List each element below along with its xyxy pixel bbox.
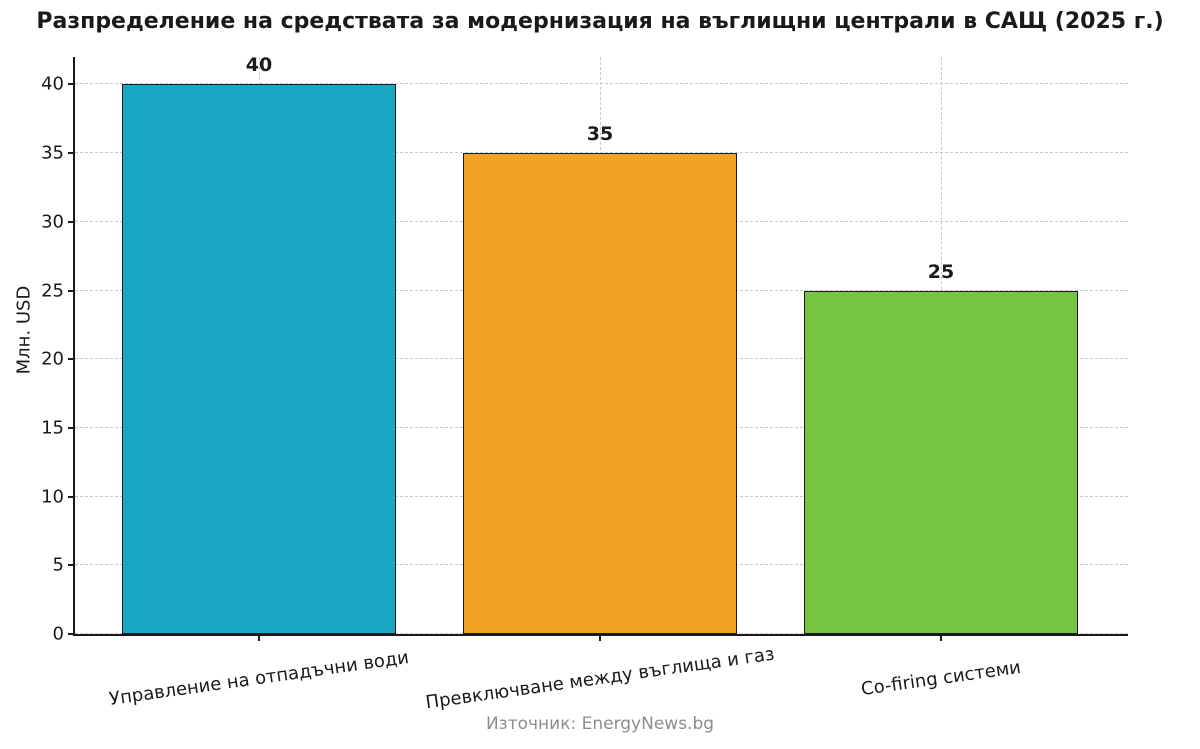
y-tick-label: 0 — [52, 623, 64, 645]
y-tick-mark — [68, 426, 75, 429]
bar-value-label: 35 — [586, 123, 614, 146]
x-tick-label: Co-firing системи — [859, 656, 1023, 701]
bar — [463, 153, 737, 634]
y-axis-line — [73, 57, 75, 636]
y-tick-label: 10 — [41, 486, 64, 508]
y-gridline — [75, 83, 1128, 85]
y-tick-mark — [68, 633, 75, 635]
y-tick-label: 20 — [41, 348, 64, 370]
y-tick-label: 25 — [41, 280, 64, 302]
y-gridline — [75, 152, 1128, 154]
chart-title: Разпределение на средствата за модерниза… — [36, 9, 1164, 34]
x-tick-mark — [940, 635, 942, 641]
x-tick-label: Управление на отпадъчни води — [107, 647, 411, 710]
y-tick-label: 15 — [41, 417, 64, 439]
y-tick-mark — [68, 83, 75, 86]
y-tick-mark — [68, 495, 75, 498]
y-tick-label: 35 — [41, 142, 64, 164]
bar-value-label: 25 — [927, 260, 955, 283]
y-tick-mark — [68, 358, 75, 361]
plot-area: 40 35 25 — [73, 54, 1128, 636]
bar-value-label: 40 — [245, 54, 273, 77]
y-tick-label: 40 — [41, 73, 64, 95]
y-tick-label: 5 — [52, 554, 64, 576]
y-axis-title: Млн. USD — [13, 285, 35, 375]
x-tick-mark — [599, 635, 601, 641]
bar — [804, 290, 1078, 634]
x-tick-label: Превключване между въглища и газ — [424, 643, 776, 714]
y-tick-mark — [68, 564, 75, 567]
y-tick-label: 30 — [41, 211, 64, 233]
x-tick-mark — [258, 635, 260, 641]
y-tick-mark — [68, 152, 75, 155]
y-tick-mark — [68, 289, 75, 292]
source-caption: Източник: EnergyNews.bg — [485, 714, 715, 734]
bar — [122, 84, 396, 634]
y-tick-mark — [68, 220, 75, 223]
